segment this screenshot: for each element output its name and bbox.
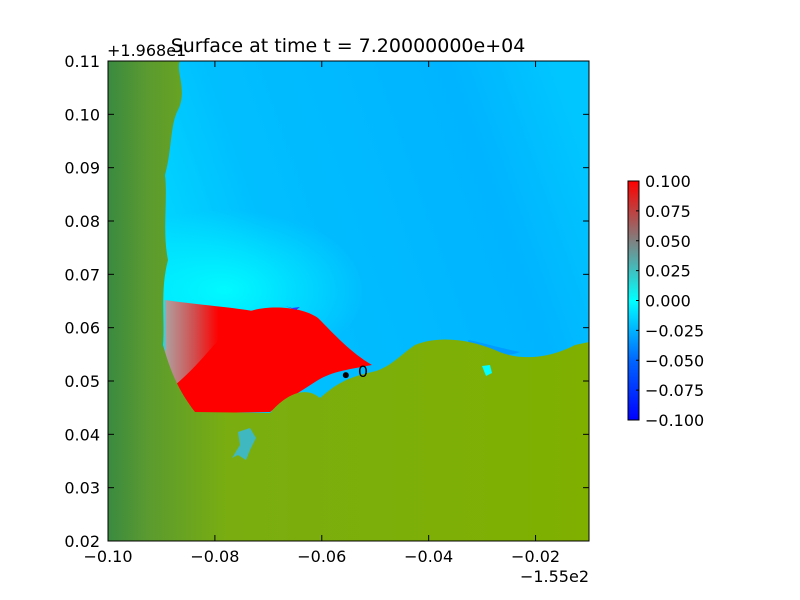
gauge-marker — [342, 372, 349, 379]
y-tick-label: 0.09 — [64, 159, 100, 178]
colorbar-tick-label: 0.075 — [645, 202, 691, 221]
y-tick-label: 0.11 — [64, 52, 100, 71]
colorbar-tick-label: −0.050 — [645, 351, 704, 370]
colorbar-tick-label: 0.100 — [645, 172, 691, 191]
x-tick-label: −0.04 — [404, 547, 453, 566]
y-tick-label: 0.08 — [64, 212, 100, 231]
inland-water — [232, 428, 256, 460]
colorbar-ticks: 0.100 0.075 0.050 0.025 0.000 −0.025 −0.050 −0.… — [636, 172, 704, 430]
chart-title: Surface at time t = 7.20000000e+04 — [171, 35, 526, 57]
x-tick-label: −0.06 — [297, 547, 346, 566]
y-tick-label: 0.04 — [64, 425, 100, 444]
y-tick-label: 0.06 — [64, 319, 100, 338]
x-offset-label: −1.55e2 — [520, 567, 589, 586]
colorbar-tick-label: −0.075 — [645, 381, 704, 400]
y-offset-label: +1.968e1 — [107, 41, 186, 60]
axes-frame — [107, 60, 590, 542]
x-tick-label: −0.08 — [190, 547, 239, 566]
colorbar-tick-label: −0.100 — [645, 411, 704, 430]
x-tick-label: −0.10 — [83, 547, 132, 566]
y-tick-label: 0.05 — [64, 372, 100, 391]
colorbar-tick-label: 0.025 — [645, 262, 691, 281]
colorbar-tick-label: 0.050 — [645, 232, 691, 251]
coastal-speck — [482, 365, 492, 376]
y-tick-label: 0.02 — [64, 532, 100, 551]
positive-anomaly — [175, 307, 372, 413]
negative-speckle — [285, 306, 300, 310]
y-tick-label: 0.10 — [64, 105, 100, 124]
colorbar-tick-label: 0.000 — [645, 292, 691, 311]
y-axis-ticks: 0.02 0.03 0.04 0.05 0.06 0.07 0.08 0.09 0.10 0.11 — [64, 52, 589, 551]
y-tick-label: 0.07 — [64, 265, 100, 284]
gauge-label: 0 — [358, 362, 368, 381]
y-tick-label: 0.03 — [64, 479, 100, 498]
heatmap-field — [108, 61, 589, 541]
x-tick-label: −0.02 — [511, 547, 560, 566]
x-axis-ticks: −0.10 −0.08 −0.06 −0.04 −0.02 — [83, 61, 560, 566]
land-area — [108, 61, 589, 541]
colorbar-tick-label: −0.025 — [645, 321, 704, 340]
